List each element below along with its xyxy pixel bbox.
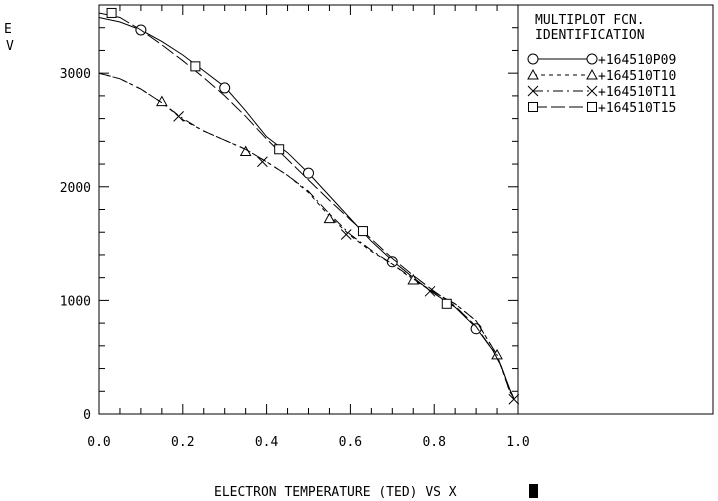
series-marker — [470, 323, 482, 335]
y-axis-label-line1: E — [4, 22, 12, 37]
x-tick-label: 0.4 — [255, 435, 279, 450]
x-tick-label: 1.0 — [506, 435, 529, 450]
series-marker — [441, 298, 452, 309]
legend-marker-end — [586, 53, 598, 65]
series-marker — [386, 256, 398, 268]
legend-title-line: MULTIPLOT FCN. — [535, 13, 645, 28]
y-axis-label-line2: V — [6, 39, 14, 54]
legend-marker-start — [527, 53, 539, 65]
x-tick-label: 0.2 — [171, 435, 194, 450]
legend-marker-end — [586, 85, 598, 97]
series-marker — [274, 144, 285, 155]
series-marker — [257, 156, 268, 168]
y-tick-label: 3000 — [60, 67, 91, 82]
x-tick-label: 0.8 — [422, 435, 445, 450]
block-cursor-icon — [529, 484, 538, 498]
series-marker — [173, 110, 184, 122]
series-marker — [190, 61, 201, 72]
series-line — [98, 17, 515, 399]
series-line — [98, 72, 515, 400]
legend-marker-end — [586, 68, 598, 80]
legend-marker-end — [587, 102, 597, 112]
series-marker — [323, 212, 336, 224]
series-marker — [106, 7, 117, 18]
plot-frame — [98, 4, 519, 415]
y-tick-label: 2000 — [60, 181, 91, 196]
legend-label: +164510T15 — [598, 101, 676, 116]
y-tick-label: 1000 — [60, 294, 91, 309]
legend-label: +164510T11 — [598, 85, 676, 100]
series-marker — [424, 285, 436, 297]
series-marker — [357, 226, 368, 237]
series-marker — [508, 393, 520, 405]
series-layer — [98, 7, 520, 405]
series-3 — [98, 72, 520, 405]
series-marker — [340, 229, 352, 240]
series-marker — [156, 95, 168, 107]
legend-title-line: IDENTIFICATION — [535, 28, 645, 43]
x-axis-label: ELECTRON TEMPERATURE (TED) VS X — [214, 485, 457, 500]
axis-ticks: 0 1000 2000 3000 0.0 0.2 0.4 0.6 0.8 1.0 — [60, 4, 530, 450]
x-tick-label: 0.6 — [339, 435, 362, 450]
legend-marker-start — [527, 85, 539, 97]
series-marker — [303, 167, 314, 179]
series-line — [98, 72, 515, 399]
series-marker — [407, 273, 420, 285]
series-line — [98, 12, 515, 399]
legend: MULTIPLOT FCN.IDENTIFICATION+164510P09+1… — [527, 13, 676, 116]
series-2 — [98, 72, 515, 399]
series-4 — [98, 7, 515, 399]
legend-label: +164510T10 — [598, 69, 676, 84]
series-1 — [98, 17, 515, 399]
x-tick-label: 0.0 — [87, 435, 110, 450]
legend-label: +164510P09 — [598, 53, 676, 68]
series-marker — [219, 82, 231, 94]
y-tick-label: 0 — [83, 408, 91, 423]
legend-marker-start — [528, 102, 538, 112]
legend-marker-start — [527, 68, 539, 80]
